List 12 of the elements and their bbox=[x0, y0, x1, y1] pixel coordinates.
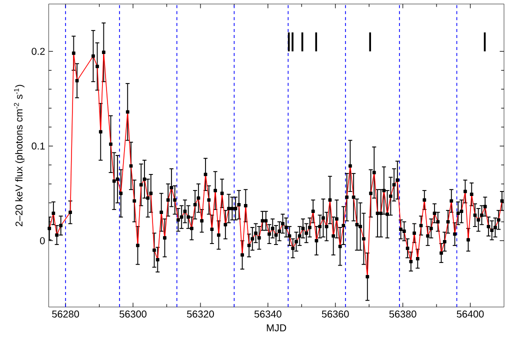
x-tick-label: 56320 bbox=[187, 310, 214, 318]
y-axis-title: 2–20 keV flux (photons cm$^{-2}$ s$^{-1}$) bbox=[14, 84, 24, 226]
x-tick-label: 56380 bbox=[389, 310, 416, 318]
x-axis-title: MJD bbox=[266, 324, 286, 332]
x-tick-label: 56300 bbox=[120, 310, 146, 318]
y-tick-label: 0.1 bbox=[32, 142, 45, 150]
x-tick-label: 56340 bbox=[254, 310, 282, 318]
y-tick-label: 0.2 bbox=[32, 48, 45, 55]
x-tick-label: 56280 bbox=[52, 310, 80, 318]
x-tick-label: 56400 bbox=[456, 310, 484, 318]
x-tick-label: 56360 bbox=[322, 310, 349, 318]
y-tick-label: 0 bbox=[40, 237, 45, 244]
